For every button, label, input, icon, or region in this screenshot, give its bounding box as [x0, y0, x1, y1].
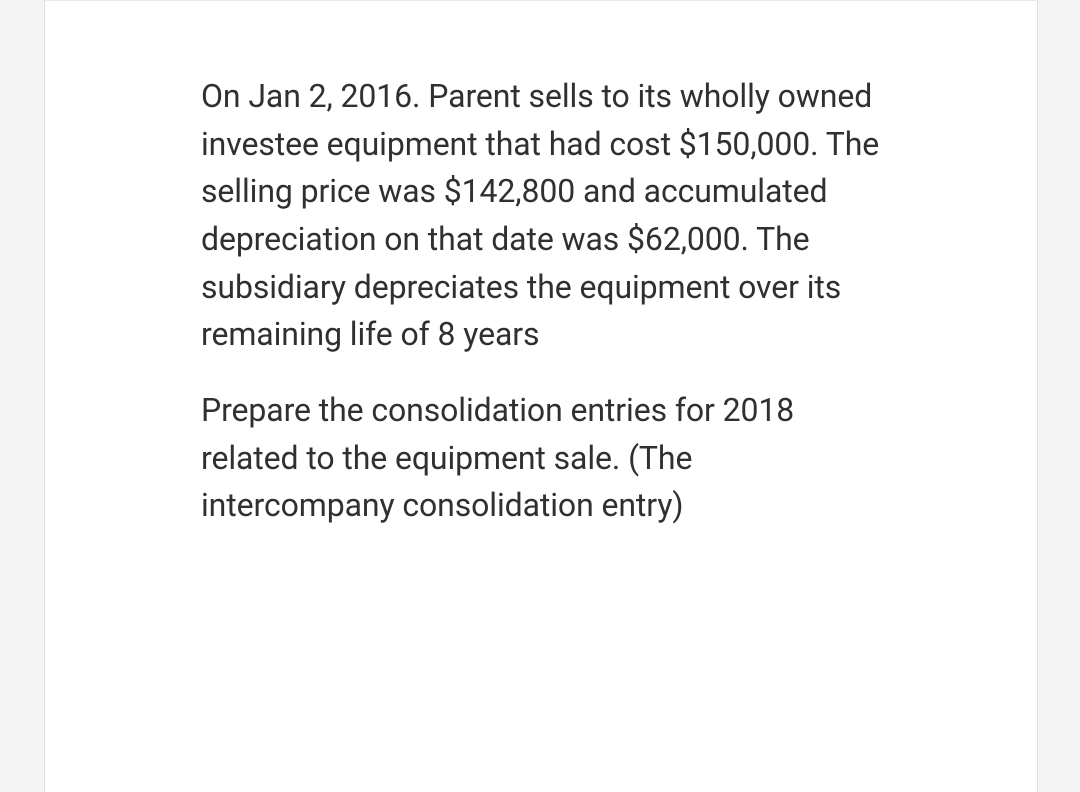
question-paragraph: Prepare the consolidation entries for 20… — [201, 387, 883, 530]
document-content: On Jan 2, 2016. Parent sells to its whol… — [45, 1, 1037, 530]
document-container: On Jan 2, 2016. Parent sells to its whol… — [44, 0, 1038, 792]
problem-statement-paragraph: On Jan 2, 2016. Parent sells to its whol… — [201, 73, 883, 359]
